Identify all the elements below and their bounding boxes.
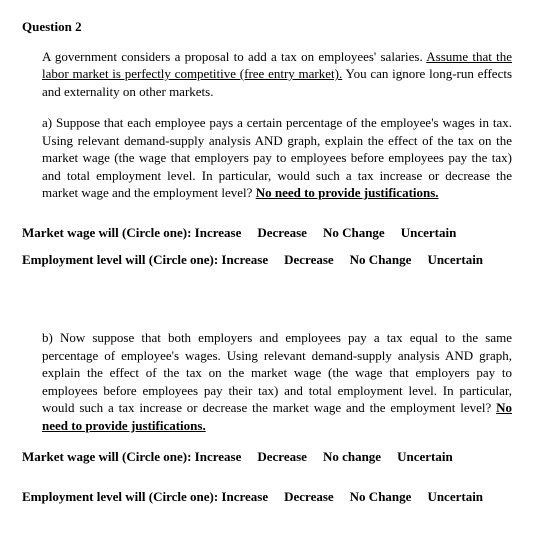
- q3-opt-decrease[interactable]: Decrease: [257, 449, 307, 464]
- q2-opt-uncertain[interactable]: Uncertain: [427, 252, 483, 267]
- q4-opt-uncertain[interactable]: Uncertain: [427, 489, 483, 504]
- q3-line: Market wage will (Circle one): Increase D…: [22, 448, 512, 466]
- q2-line: Employment level will (Circle one): Incr…: [22, 251, 512, 269]
- q2-lead: Employment level will (Circle one): Incr…: [22, 252, 268, 267]
- part-b-text: b) Now suppose that both employers and e…: [42, 330, 512, 415]
- intro-paragraph: A government considers a proposal to add…: [42, 48, 512, 101]
- q4-line: Employment level will (Circle one): Incr…: [22, 488, 512, 506]
- q3-lead: Market wage will (Circle one): Increase: [22, 449, 241, 464]
- q4-opt-nochange[interactable]: No Change: [350, 489, 412, 504]
- q2-opt-nochange[interactable]: No Change: [350, 252, 412, 267]
- q1-lead: Market wage will (Circle one): Increase: [22, 225, 241, 240]
- q3-opt-nochange[interactable]: No change: [323, 449, 381, 464]
- q1-opt-decrease[interactable]: Decrease: [257, 225, 307, 240]
- part-a-underline: No need to provide justifications.: [256, 185, 439, 200]
- q2-opt-decrease[interactable]: Decrease: [284, 252, 334, 267]
- part-b-paragraph: b) Now suppose that both employers and e…: [42, 329, 512, 434]
- q3-opt-uncertain[interactable]: Uncertain: [397, 449, 453, 464]
- q1-opt-nochange[interactable]: No Change: [323, 225, 385, 240]
- q4-lead: Employment level will (Circle one): Incr…: [22, 489, 268, 504]
- question-title: Question 2: [22, 18, 512, 36]
- q4-opt-decrease[interactable]: Decrease: [284, 489, 334, 504]
- part-a-paragraph: a) Suppose that each employee pays a cer…: [42, 114, 512, 202]
- q1-line: Market wage will (Circle one): Increase D…: [22, 224, 512, 242]
- intro-text-1: A government considers a proposal to add…: [42, 49, 426, 64]
- q1-opt-uncertain[interactable]: Uncertain: [401, 225, 457, 240]
